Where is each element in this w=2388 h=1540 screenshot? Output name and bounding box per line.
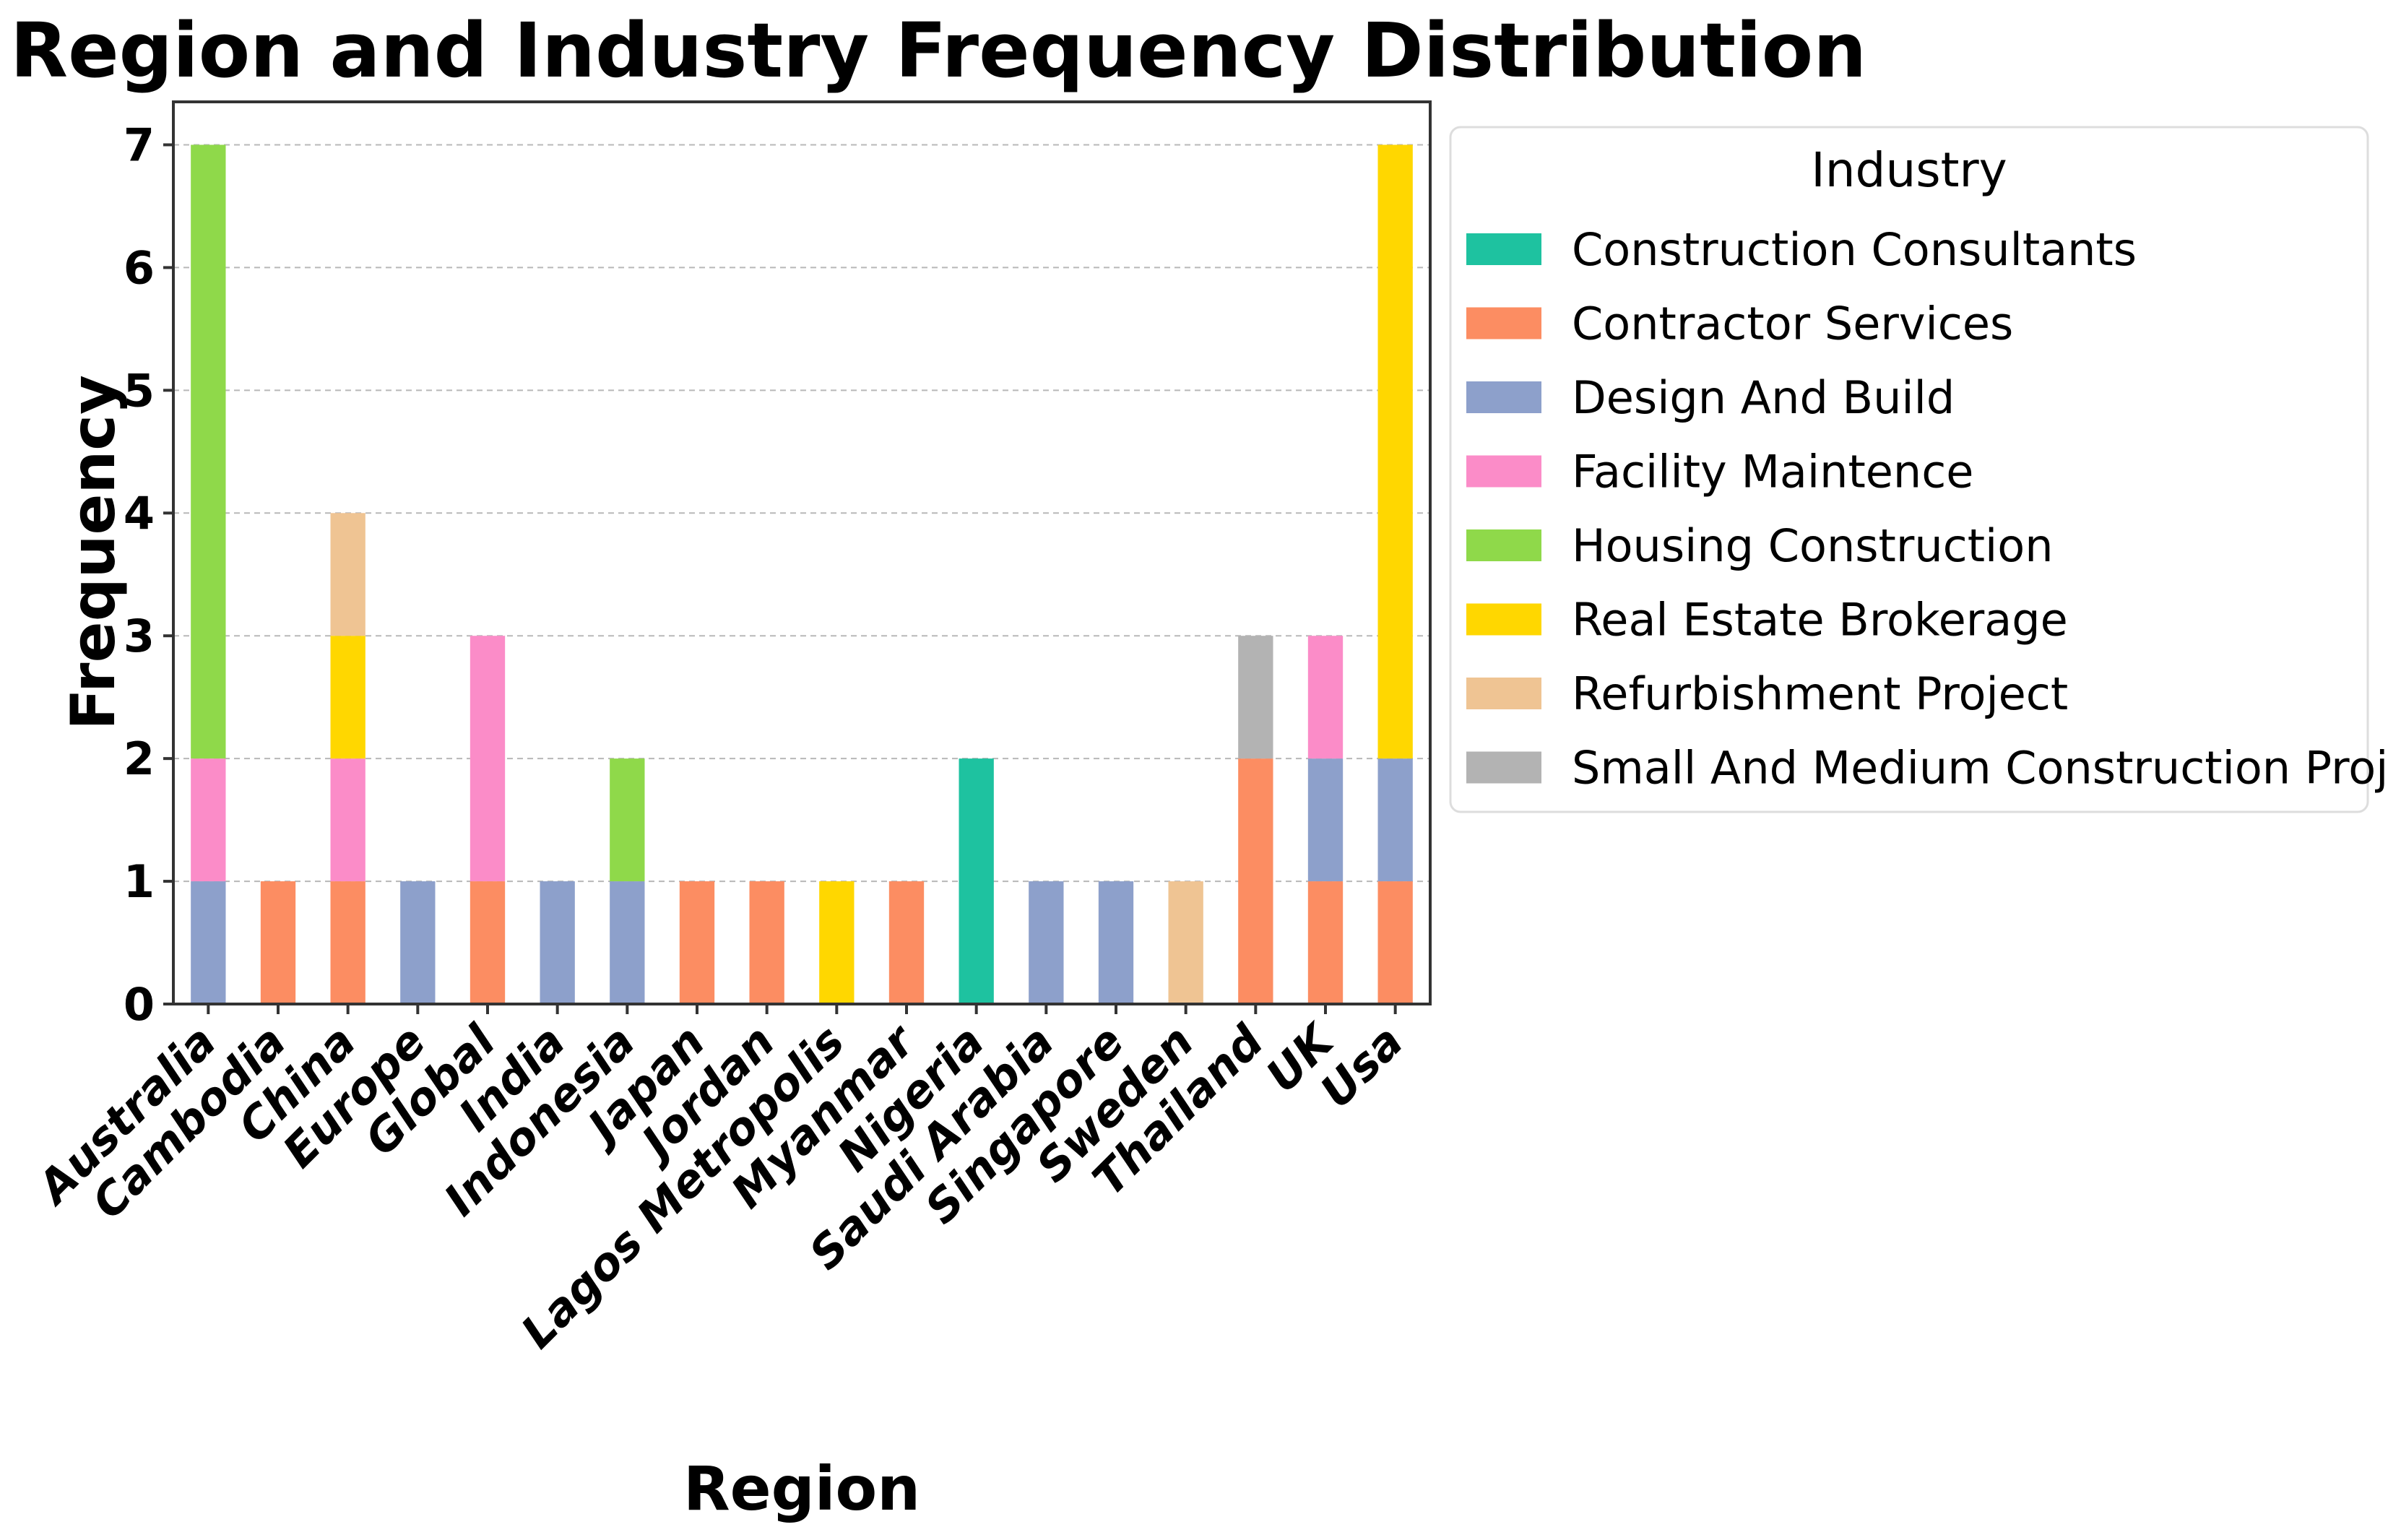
bar-china-refurbishment-project [330,513,365,636]
legend-title: Industry [1811,142,2007,198]
chart-title: Region and Industry Frequency Distributi… [10,7,1866,95]
legend-swatch-5 [1466,603,1541,636]
legend-label-7: Small And Medium Construction Projects [1572,742,2388,795]
y-axis-ticks: 0 1 2 3 4 5 6 7 [124,118,173,1031]
legend-swatch-4 [1466,529,1541,561]
bar-saudi-arabia-design-and-build [1029,881,1064,1004]
bar-usa-design-and-build [1377,758,1413,882]
bar-cambodia-contractor-services [260,881,296,1004]
ytick-label-3: 3 [124,610,155,662]
legend-swatch-6 [1466,678,1541,709]
ytick-label-0: 0 [124,978,155,1031]
ytick-label-6: 6 [124,241,155,294]
bar-singapore-design-and-build [1098,881,1134,1004]
legend-label-6: Refurbishment Project [1572,667,2068,720]
y-axis-label: Frequency [58,375,129,730]
bar-china-real-estate-brokerage [330,636,365,759]
legend-label-0: Construction Consultants [1572,223,2137,276]
ytick-label-2: 2 [124,732,155,785]
bar-japan-contractor-services [679,881,715,1004]
ytick-label-7: 7 [124,118,155,171]
legend-swatch-1 [1466,307,1541,339]
legend-swatch-2 [1466,381,1541,413]
bar-usa-contractor-services [1377,881,1413,1004]
bar-australia-housing-construction [191,144,226,759]
legend-swatch-7 [1466,751,1541,784]
legend-items: Construction Consultants Contractor Servi… [1466,223,2388,795]
ytick-label-1: 1 [124,855,155,908]
bar-indonesia-housing-construction [610,758,645,882]
bar-nigeria-construction-consultants [959,758,994,1004]
legend: Industry Construction Consultants Contrac… [1449,126,2388,813]
x-axis-label: Region [683,1453,920,1524]
legend-label-2: Design And Build [1572,371,1955,424]
bar-myanmar-contractor-services [888,881,925,1004]
ytick-label-5: 5 [124,364,155,417]
bar-uk-contractor-services [1307,881,1344,1004]
bar-australia-design-and-build [191,881,226,1004]
legend-label-4: Housing Construction [1572,519,2054,572]
bar-europe-design-and-build [400,881,436,1004]
bar-uk-facility-maintence [1307,636,1344,759]
legend-swatch-3 [1466,455,1541,488]
bar-lagos-metropolis-real-estate-brokerage [819,881,855,1004]
legend-swatch-0 [1466,233,1541,265]
bar-india-design-and-build [540,881,575,1004]
bar-china-facility-maintence [330,758,365,882]
legend-label-5: Real Estate Brokerage [1572,594,2068,646]
bar-global-contractor-services [470,881,506,1004]
legend-frame [1449,126,2369,813]
ytick-label-4: 4 [124,487,155,540]
bar-usa-real-estate-brokerage [1377,144,1413,759]
grid-layer [173,144,1430,883]
bar-thailand-contractor-services [1238,758,1273,1004]
bar-thailand-small-and-medium-construction-projects [1238,636,1273,759]
legend-label-3: Facility Maintence [1572,446,1973,498]
bar-jordan-contractor-services [749,881,784,1004]
bar-uk-design-and-build [1307,758,1344,882]
plot-frame [172,100,1432,1005]
bar-china-contractor-services [330,881,365,1004]
bar-global-facility-maintence [470,636,506,882]
bars-layer [191,144,1413,1004]
legend-label-1: Contractor Services [1572,298,2013,350]
bar-australia-facility-maintence [191,758,226,882]
bar-sweden-refurbishment-project [1168,881,1203,1004]
bar-indonesia-design-and-build [610,881,645,1004]
